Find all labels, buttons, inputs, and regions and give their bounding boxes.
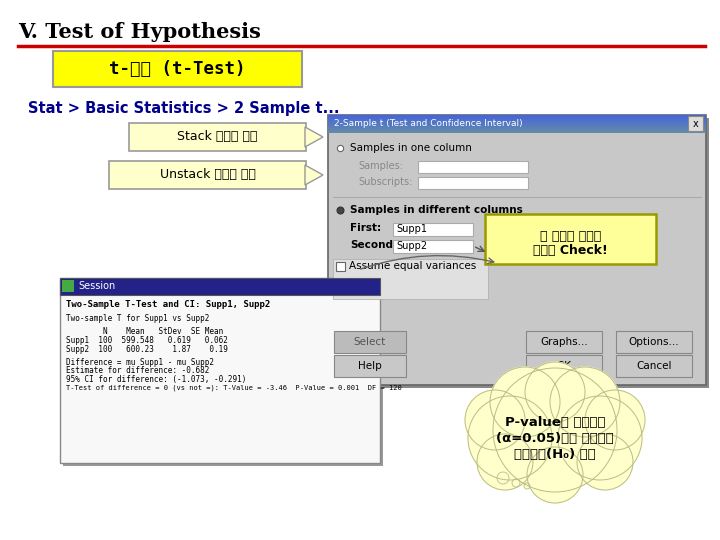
- FancyBboxPatch shape: [334, 331, 406, 353]
- FancyBboxPatch shape: [393, 240, 473, 253]
- FancyBboxPatch shape: [336, 262, 345, 271]
- FancyBboxPatch shape: [328, 131, 706, 132]
- Text: Options...: Options...: [629, 337, 679, 347]
- Text: Stack 형태의 자료: Stack 형태의 자료: [177, 131, 258, 144]
- FancyBboxPatch shape: [328, 119, 706, 120]
- Text: t-검정 (t-Test): t-검정 (t-Test): [109, 60, 246, 78]
- Text: V. Test of Hypothesis: V. Test of Hypothesis: [18, 22, 261, 42]
- Circle shape: [497, 472, 509, 484]
- FancyBboxPatch shape: [328, 126, 706, 127]
- Text: Assume equal variances: Assume equal variances: [349, 261, 476, 271]
- Circle shape: [577, 434, 633, 490]
- Text: 귀무가설(H₀) 기각: 귀무가설(H₀) 기각: [514, 448, 596, 461]
- Circle shape: [490, 367, 560, 437]
- FancyBboxPatch shape: [328, 129, 706, 130]
- FancyBboxPatch shape: [63, 281, 383, 466]
- FancyBboxPatch shape: [485, 214, 656, 264]
- Text: Two-Sample T-Test and CI: Supp1, Supp2: Two-Sample T-Test and CI: Supp1, Supp2: [66, 300, 270, 309]
- FancyBboxPatch shape: [393, 223, 473, 236]
- Circle shape: [477, 434, 533, 490]
- Text: Session: Session: [78, 281, 115, 291]
- Text: N    Mean   StDev  SE Mean: N Mean StDev SE Mean: [66, 327, 223, 336]
- Text: OK: OK: [557, 361, 572, 371]
- Text: 같으면 Check!: 같으면 Check!: [533, 245, 608, 258]
- FancyBboxPatch shape: [328, 117, 706, 118]
- Text: Graphs...: Graphs...: [540, 337, 588, 347]
- FancyBboxPatch shape: [331, 118, 709, 388]
- FancyBboxPatch shape: [328, 115, 706, 116]
- Circle shape: [550, 367, 620, 437]
- Text: Samples:: Samples:: [358, 161, 403, 171]
- Text: Unstack 형태의 자료: Unstack 형태의 자료: [160, 168, 256, 181]
- FancyBboxPatch shape: [688, 116, 703, 131]
- Text: Supp2: Supp2: [396, 241, 427, 251]
- Circle shape: [468, 396, 552, 480]
- Circle shape: [493, 368, 617, 492]
- Text: Subscripts:: Subscripts:: [358, 177, 413, 187]
- FancyBboxPatch shape: [418, 177, 528, 189]
- FancyBboxPatch shape: [328, 121, 706, 122]
- Text: Supp2  100   600.23    1.87    0.19: Supp2 100 600.23 1.87 0.19: [66, 345, 228, 354]
- Circle shape: [558, 396, 642, 480]
- Text: Two-sample T for Supp1 vs Supp2: Two-sample T for Supp1 vs Supp2: [66, 314, 210, 323]
- FancyBboxPatch shape: [328, 127, 706, 128]
- Text: x: x: [693, 119, 698, 129]
- Text: Supp1  100  599.548   0.619   0.062: Supp1 100 599.548 0.619 0.062: [66, 336, 228, 345]
- Text: Difference = mu Supp1 - mu Supp2: Difference = mu Supp1 - mu Supp2: [66, 357, 214, 367]
- Text: Second:: Second:: [350, 240, 397, 250]
- Text: 2-Sample t (Test and Confidence Interval): 2-Sample t (Test and Confidence Interval…: [334, 119, 523, 129]
- FancyBboxPatch shape: [333, 259, 488, 299]
- FancyBboxPatch shape: [328, 122, 706, 123]
- Text: First:: First:: [350, 223, 381, 233]
- FancyBboxPatch shape: [418, 161, 528, 173]
- Circle shape: [524, 483, 530, 489]
- Polygon shape: [305, 127, 323, 147]
- FancyBboxPatch shape: [328, 116, 706, 117]
- Circle shape: [585, 390, 645, 450]
- FancyBboxPatch shape: [62, 280, 74, 292]
- FancyBboxPatch shape: [328, 123, 706, 124]
- FancyBboxPatch shape: [334, 355, 406, 377]
- Text: 95% CI for difference: (-1.073, -0.291): 95% CI for difference: (-1.073, -0.291): [66, 375, 246, 384]
- Text: P-value가 유의수준: P-value가 유의수준: [505, 415, 606, 429]
- Text: Stat > Basic Statistics > 2 Sample t...: Stat > Basic Statistics > 2 Sample t...: [28, 101, 340, 116]
- FancyBboxPatch shape: [616, 355, 692, 377]
- Circle shape: [512, 479, 520, 487]
- Text: Cancel: Cancel: [636, 361, 672, 371]
- FancyBboxPatch shape: [526, 355, 602, 377]
- FancyBboxPatch shape: [328, 132, 706, 133]
- FancyBboxPatch shape: [60, 278, 380, 463]
- FancyBboxPatch shape: [328, 115, 706, 385]
- FancyBboxPatch shape: [616, 331, 692, 353]
- Text: T-Test of difference = 0 (vs not =): T-Value = -3.46  P-Value = 0.001  DF = 120: T-Test of difference = 0 (vs not =): T-V…: [66, 384, 402, 390]
- FancyBboxPatch shape: [526, 331, 602, 353]
- FancyBboxPatch shape: [53, 51, 302, 87]
- Circle shape: [527, 447, 583, 503]
- Text: Help: Help: [358, 361, 382, 371]
- Text: 두 집단의 산포가: 두 집단의 산포가: [540, 231, 601, 244]
- FancyBboxPatch shape: [328, 118, 706, 119]
- Circle shape: [525, 362, 585, 422]
- FancyBboxPatch shape: [109, 161, 306, 189]
- FancyBboxPatch shape: [328, 120, 706, 121]
- Text: Select: Select: [354, 337, 386, 347]
- Circle shape: [465, 390, 525, 450]
- Text: (α=0.05)보다 작으면로: (α=0.05)보다 작으면로: [496, 431, 614, 444]
- Text: Supp1: Supp1: [396, 224, 427, 234]
- Text: Samples in one column: Samples in one column: [350, 143, 472, 153]
- FancyBboxPatch shape: [328, 124, 706, 125]
- FancyBboxPatch shape: [60, 278, 380, 295]
- Polygon shape: [305, 165, 323, 185]
- FancyBboxPatch shape: [129, 123, 306, 151]
- FancyBboxPatch shape: [328, 125, 706, 126]
- Text: Samples in different columns: Samples in different columns: [350, 205, 523, 215]
- Text: Estimate for difference: -0.682: Estimate for difference: -0.682: [66, 367, 210, 375]
- FancyBboxPatch shape: [328, 128, 706, 129]
- FancyBboxPatch shape: [328, 130, 706, 131]
